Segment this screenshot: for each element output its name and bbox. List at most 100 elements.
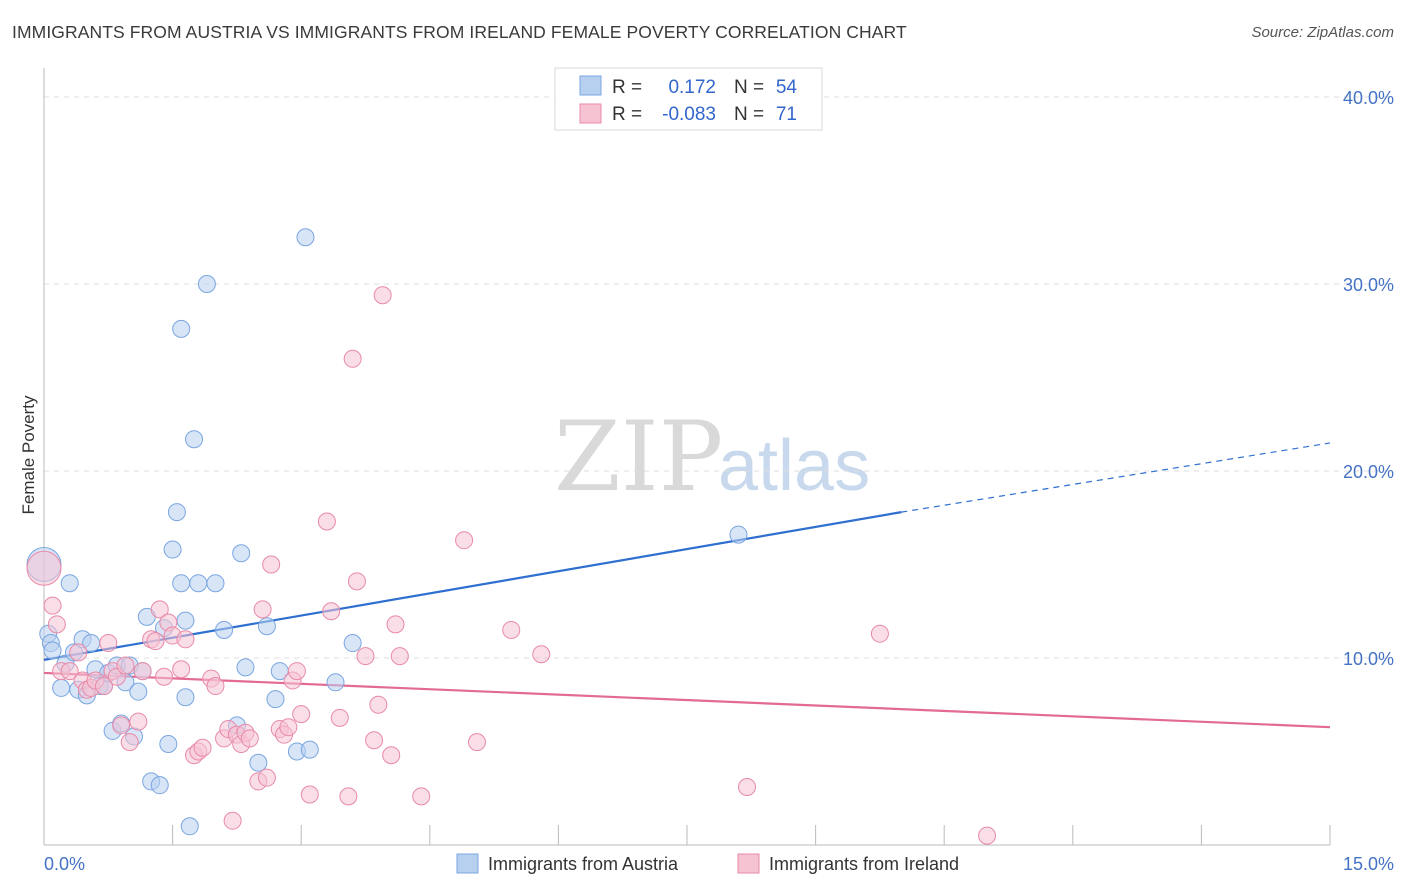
point-ireland-56 [365, 731, 384, 750]
stats-legend-n-ireland: 71 [776, 104, 797, 125]
point-ireland-58 [373, 286, 392, 305]
point-ireland-28 [193, 738, 212, 757]
point-ireland-70 [155, 667, 174, 686]
point-austria-51 [326, 673, 345, 692]
y-tick-label-40: 40.0% [1343, 88, 1394, 108]
point-austria-46 [266, 690, 285, 709]
point-austria-3 [43, 641, 62, 660]
point-ireland-59 [382, 746, 401, 765]
point-ireland-61 [390, 647, 409, 666]
point-ireland-4 [60, 662, 79, 681]
stats-legend-r-label-austria: R = [612, 77, 642, 98]
y-tick-label-10: 10.0% [1343, 649, 1394, 669]
point-austria-49 [300, 740, 319, 759]
point-ireland-62 [412, 787, 431, 806]
watermark: ZIP atlas [554, 401, 870, 513]
stats-legend-r-ireland: -0.083 [662, 104, 716, 125]
point-austria-43 [236, 658, 255, 677]
point-ireland-0 [26, 550, 62, 586]
point-ireland-21 [150, 600, 169, 619]
point-ireland-5 [69, 643, 88, 662]
point-ireland-2 [47, 615, 66, 634]
chart-source: Source: ZipAtlas.com [1251, 24, 1394, 41]
point-austria-26 [150, 776, 169, 795]
stats-legend-n-label-ireland: N = [734, 104, 764, 125]
point-austria-53 [729, 525, 748, 544]
point-austria-50 [296, 228, 315, 247]
point-austria-40 [215, 620, 234, 639]
stats-legend-n-label-austria: N = [734, 77, 764, 98]
point-ireland-57 [369, 695, 388, 714]
axes [43, 68, 1331, 846]
x-tick-label-min: 0.0% [44, 854, 85, 874]
trend-line-extension-austria [901, 442, 1331, 513]
stats-legend-swatch-austria [579, 75, 602, 96]
point-ireland-18 [133, 662, 152, 681]
point-ireland-41 [262, 555, 281, 574]
watermark-atlas: atlas [718, 426, 870, 506]
data-points [26, 228, 997, 845]
point-austria-34 [185, 430, 204, 449]
point-austria-39 [206, 574, 225, 593]
x-tick-label-max: 15.0% [1343, 854, 1394, 874]
stats-legend-swatch-ireland [579, 103, 602, 124]
point-ireland-69 [978, 826, 997, 845]
point-ireland-47 [292, 705, 311, 724]
point-austria-28 [159, 735, 178, 754]
point-ireland-66 [532, 645, 551, 664]
point-austria-38 [197, 275, 216, 293]
point-ireland-24 [172, 660, 191, 679]
stats-legend-n-austria: 54 [776, 77, 798, 98]
y-axis-title: Female Poverty [19, 395, 38, 515]
point-austria-29 [163, 540, 182, 559]
point-ireland-54 [347, 572, 366, 591]
point-ireland-44 [279, 718, 298, 737]
point-ireland-50 [322, 602, 341, 621]
point-austria-42 [232, 544, 251, 563]
point-austria-33 [180, 817, 199, 836]
point-ireland-52 [339, 787, 358, 806]
series-legend-label-ireland: Immigrants from Ireland [769, 854, 959, 874]
point-ireland-37 [240, 729, 259, 748]
point-austria-4 [52, 678, 71, 697]
point-ireland-60 [386, 615, 405, 634]
series-legend-label-austria: Immigrants from Austria [488, 854, 679, 874]
point-ireland-63 [455, 531, 474, 550]
point-ireland-53 [343, 349, 362, 368]
point-ireland-48 [300, 785, 319, 804]
point-ireland-49 [317, 512, 336, 531]
point-austria-6 [60, 574, 79, 593]
point-austria-45 [257, 617, 276, 636]
point-ireland-25 [176, 630, 195, 649]
point-austria-44 [249, 753, 268, 772]
point-ireland-64 [467, 733, 486, 752]
trend-line-ireland [43, 671, 1331, 729]
point-ireland-40 [257, 768, 276, 787]
point-ireland-11 [99, 634, 118, 653]
point-ireland-51 [330, 708, 349, 727]
point-austria-36 [172, 319, 191, 338]
point-ireland-1 [43, 596, 62, 615]
watermark-zip: ZIP [554, 401, 723, 513]
point-ireland-68 [870, 624, 889, 643]
grid: 10.0% 20.0% 30.0% 40.0% [44, 88, 1394, 669]
point-ireland-39 [253, 600, 272, 619]
series-legend: Immigrants from Austria Immigrants from … [456, 853, 959, 874]
point-ireland-14 [112, 716, 131, 735]
point-ireland-10 [95, 677, 114, 696]
stats-legend-r-label-ireland: R = [612, 104, 642, 125]
y-tick-label-20: 20.0% [1343, 462, 1394, 482]
stats-legend: R = 0.172 N = 54 R = -0.083 N = 71 [554, 67, 823, 131]
point-austria-30 [167, 503, 186, 522]
y-tick-label-30: 30.0% [1343, 275, 1394, 295]
point-ireland-67 [738, 778, 757, 797]
point-ireland-20 [146, 632, 165, 651]
stats-legend-r-austria: 0.172 [668, 77, 716, 98]
chart-title: IMMIGRANTS FROM AUSTRIA VS IMMIGRANTS FR… [12, 22, 907, 42]
point-austria-22 [129, 682, 148, 701]
point-ireland-15 [116, 656, 135, 675]
point-austria-35 [189, 574, 208, 593]
point-ireland-33 [223, 811, 242, 830]
point-ireland-16 [120, 733, 139, 752]
